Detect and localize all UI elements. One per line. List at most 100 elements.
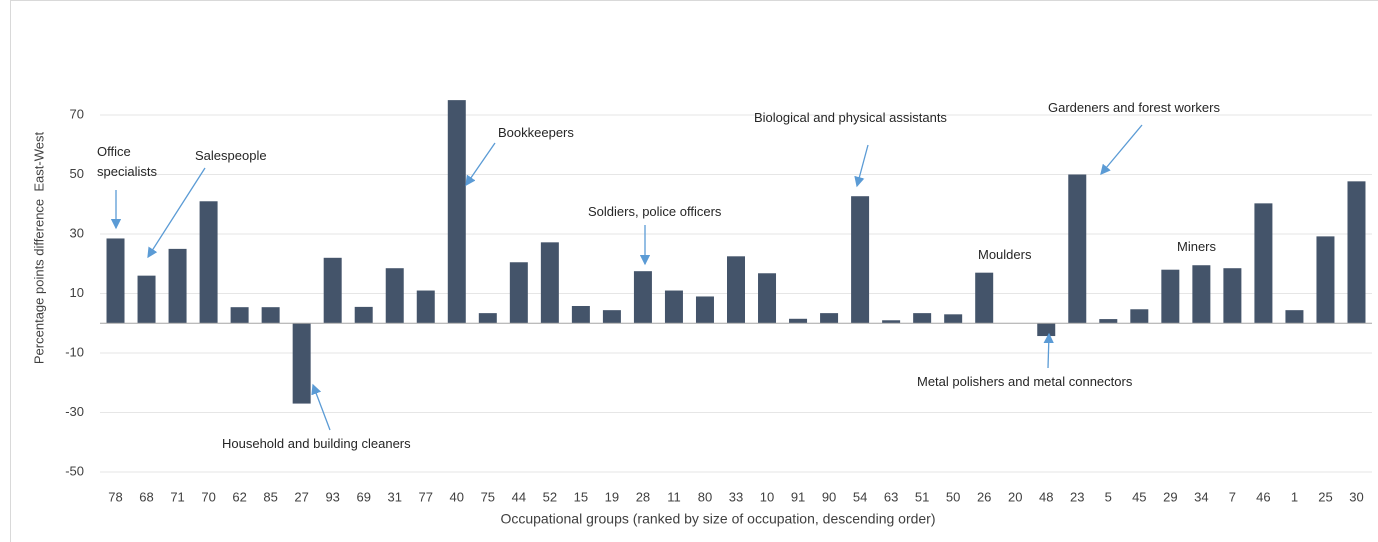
bar [292,323,311,404]
x-tick-label: 28 [636,489,650,504]
bar [633,271,652,324]
bar [571,305,590,324]
x-tick-label: 34 [1194,489,1208,504]
frame [10,0,1378,542]
bar [695,296,714,324]
bar [1223,268,1242,324]
bar [975,272,994,324]
x-tick-label: 45 [1132,489,1146,504]
bar [137,275,156,324]
x-tick-label: 78 [108,489,122,504]
bar [1192,265,1211,324]
annotation: Gardeners and forest workers [1048,100,1220,115]
x-tick-label: 30 [1349,489,1363,504]
x-tick-label: 23 [1070,489,1084,504]
x-tick-label: 69 [356,489,370,504]
x-tick-label: 15 [574,489,588,504]
x-tick-label: 63 [884,489,898,504]
x-tick-label: 62 [232,489,246,504]
x-tick-label: 20 [1008,489,1022,504]
bar [882,320,901,324]
annotation: Metal polishers and metal connectors [917,374,1133,389]
bar [1285,310,1304,324]
x-tick-label: 71 [170,489,184,504]
bar [540,242,559,324]
bar [1161,269,1180,324]
annotation: Salespeople [195,148,267,163]
bar [1316,236,1335,324]
bar [727,256,745,324]
x-tick-label: 91 [791,489,805,504]
y-tick-label: -30 [65,404,84,419]
y-tick-label: 70 [70,106,84,121]
bar [1254,203,1273,324]
y-tick-label: -10 [65,344,84,359]
bar [664,290,683,324]
y-tick-label: 50 [70,166,84,181]
annotation: Biological and physical assistants [754,110,947,125]
bar [602,310,621,324]
bar [1068,174,1087,324]
bar [199,201,218,324]
x-tick-label: 93 [325,489,339,504]
x-tick-label: 7 [1229,489,1236,504]
annotation: Office specialists [97,144,157,179]
x-tick-label: 48 [1039,489,1053,504]
x-tick-label: 44 [512,489,526,504]
annotation: Soldiers, police officers [588,204,722,219]
arrows [110,124,1143,431]
x-tick-label: 80 [698,489,712,504]
bar [447,100,466,324]
annotation: Moulders [978,247,1032,262]
bar [385,268,404,324]
bar [354,306,373,324]
bar [820,313,839,324]
x-tick-label: 5 [1105,489,1112,504]
x-tick-label: 52 [543,489,557,504]
x-tick-label: 33 [729,489,743,504]
x-tick-label: 54 [853,489,867,504]
annotation: Miners [1177,239,1217,254]
x-tick-label: 10 [760,489,774,504]
bar [1347,181,1366,324]
x-tick-label: 26 [977,489,991,504]
y-tick-label: 10 [70,285,84,300]
x-axis-title: Occupational groups (ranked by size of o… [500,511,935,527]
bar [509,262,528,324]
bar [478,313,497,324]
bar [851,196,870,324]
bar [168,248,187,324]
annotation: Household and building cleaners [222,436,411,451]
y-tick-label: -50 [65,463,84,478]
x-tick-label: 40 [450,489,464,504]
y-tick-label: 30 [70,225,84,240]
x-tick-label: 75 [481,489,495,504]
x-tick-label: 19 [605,489,619,504]
x-tick-label: 68 [139,489,153,504]
x-tick-label: 31 [387,489,401,504]
x-tick-label: 70 [201,489,215,504]
bar [323,257,342,324]
x-tick-label: 27 [294,489,308,504]
x-tick-label: 1 [1291,489,1298,504]
x-tick-label: 25 [1318,489,1332,504]
x-tick-label: 51 [915,489,929,504]
bar [913,313,932,324]
x-tick-label: 90 [822,489,836,504]
bar [944,314,963,324]
x-tick-label: 29 [1163,489,1177,504]
bar [416,290,435,324]
bar [230,307,249,324]
bar [1099,319,1118,324]
x-tick-label: 85 [263,489,277,504]
bar [1130,309,1149,324]
bar [261,307,280,324]
x-tick-label: 77 [419,489,433,504]
x-tick-label: 11 [667,489,681,504]
bar [106,238,125,324]
y-axis-title: Percentage points difference East-West [31,132,46,365]
bar [758,273,777,324]
x-tick-label: 50 [946,489,960,504]
